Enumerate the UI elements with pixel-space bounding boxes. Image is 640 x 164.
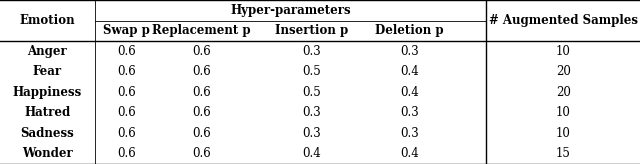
Text: 0.5: 0.5	[302, 65, 321, 78]
Text: 0.5: 0.5	[302, 86, 321, 99]
Text: 0.3: 0.3	[302, 127, 321, 140]
Text: 0.4: 0.4	[302, 147, 321, 160]
Text: 0.6: 0.6	[192, 45, 211, 58]
Text: 0.6: 0.6	[117, 127, 136, 140]
Text: Emotion: Emotion	[20, 14, 75, 27]
Text: 0.6: 0.6	[117, 106, 136, 119]
Text: 10: 10	[556, 45, 571, 58]
Text: Hatred: Hatred	[24, 106, 70, 119]
Text: 0.4: 0.4	[400, 147, 419, 160]
Text: 20: 20	[556, 86, 571, 99]
Text: Anger: Anger	[28, 45, 67, 58]
Text: Fear: Fear	[33, 65, 62, 78]
Text: Deletion p: Deletion p	[375, 24, 444, 37]
Text: 0.6: 0.6	[117, 65, 136, 78]
Text: 0.6: 0.6	[117, 45, 136, 58]
Text: 10: 10	[556, 127, 571, 140]
Text: Wonder: Wonder	[22, 147, 73, 160]
Text: 0.6: 0.6	[192, 127, 211, 140]
Text: Happiness: Happiness	[13, 86, 82, 99]
Text: 0.6: 0.6	[192, 147, 211, 160]
Text: 0.6: 0.6	[192, 86, 211, 99]
Text: 10: 10	[556, 106, 571, 119]
Text: 0.3: 0.3	[302, 106, 321, 119]
Text: 15: 15	[556, 147, 571, 160]
Text: 0.6: 0.6	[192, 65, 211, 78]
Text: 0.6: 0.6	[117, 86, 136, 99]
Text: 0.3: 0.3	[400, 45, 419, 58]
Text: Replacement p: Replacement p	[152, 24, 251, 37]
Text: Sadness: Sadness	[20, 127, 74, 140]
Text: 0.6: 0.6	[192, 106, 211, 119]
Text: Insertion p: Insertion p	[275, 24, 348, 37]
Text: Hyper-parameters: Hyper-parameters	[230, 4, 351, 17]
Text: 0.4: 0.4	[400, 65, 419, 78]
Text: Swap p: Swap p	[103, 24, 150, 37]
Text: 0.3: 0.3	[400, 127, 419, 140]
Text: 0.3: 0.3	[400, 106, 419, 119]
Text: 0.6: 0.6	[117, 147, 136, 160]
Text: # Augmented Samples: # Augmented Samples	[489, 14, 637, 27]
Text: 0.4: 0.4	[400, 86, 419, 99]
Text: 20: 20	[556, 65, 571, 78]
Text: 0.3: 0.3	[302, 45, 321, 58]
